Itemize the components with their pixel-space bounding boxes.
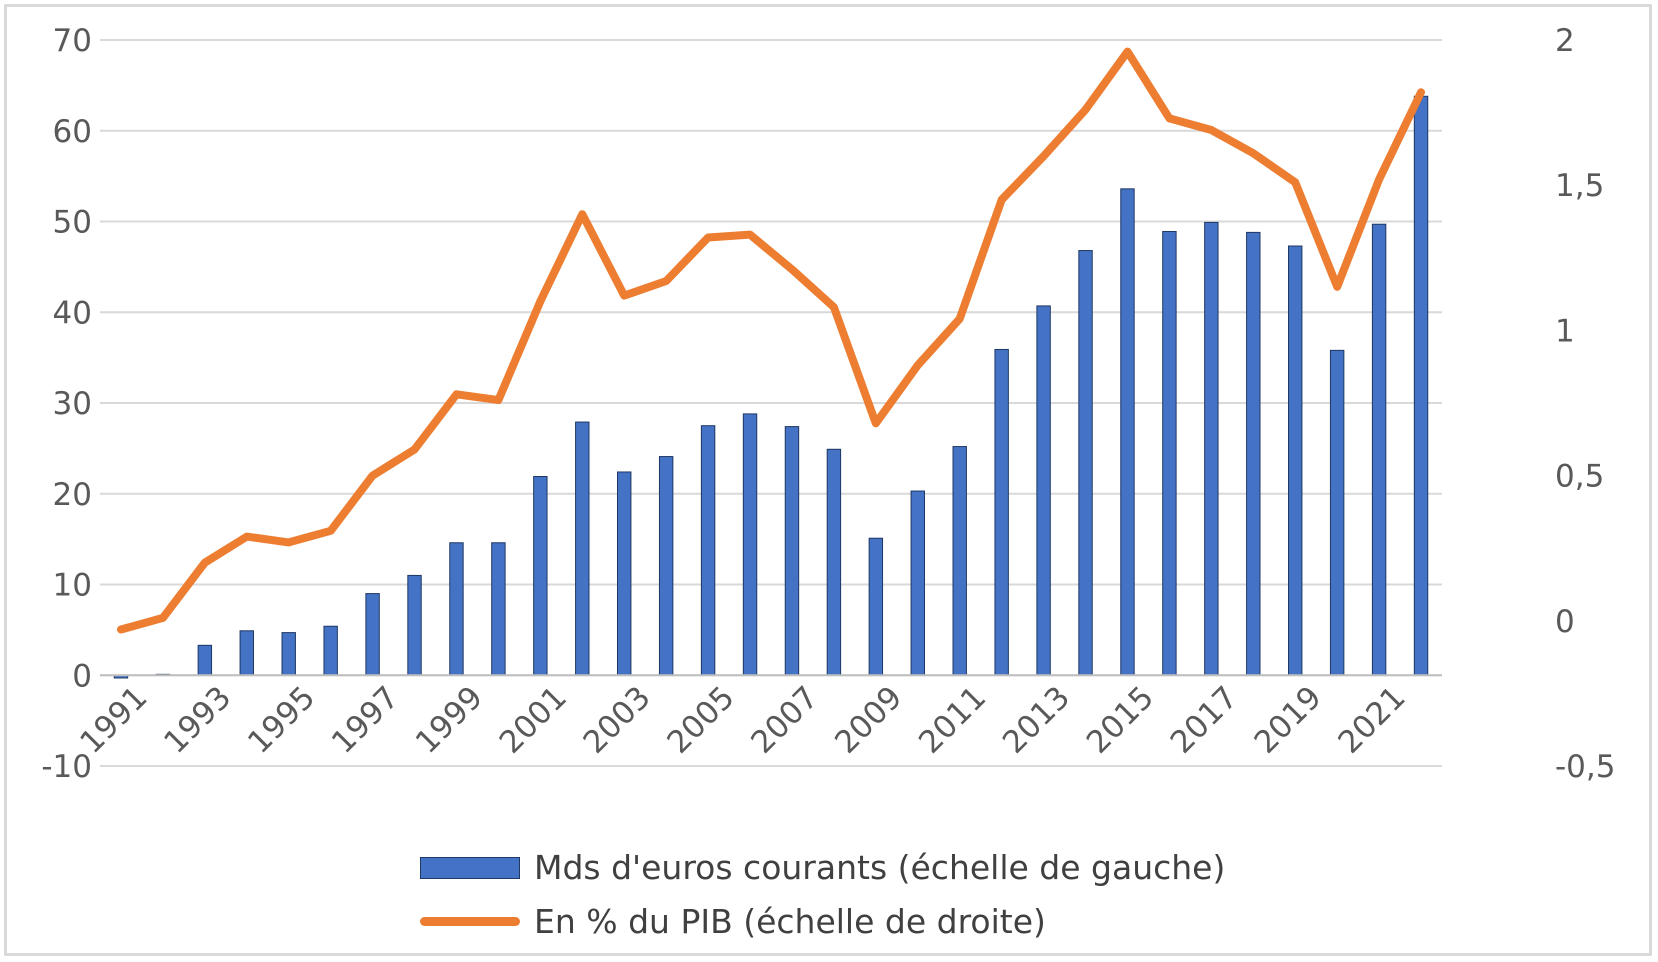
bar — [491, 542, 506, 676]
y-left-tick-label: -10 — [41, 749, 92, 785]
bar — [281, 632, 296, 676]
bar — [1371, 223, 1387, 676]
x-tick-label: 2019 — [1248, 680, 1329, 761]
x-tick-label: 1999 — [409, 680, 490, 761]
x-tick-label: 1993 — [157, 680, 238, 761]
bar — [1078, 250, 1093, 676]
bar — [868, 537, 884, 676]
bar — [742, 413, 758, 676]
x-tick-label: 2011 — [912, 680, 993, 761]
y-right-tick-label: 0 — [1555, 604, 1575, 640]
bar — [658, 456, 674, 676]
x-tick-label: 2015 — [1080, 680, 1161, 761]
x-tick-label: 2009 — [828, 680, 909, 761]
y-left-tick-label: 20 — [53, 477, 92, 513]
x-tick-label: 2001 — [493, 680, 574, 761]
bar — [994, 348, 1009, 676]
y-left-tick-label: 60 — [53, 114, 92, 150]
bar — [1288, 245, 1303, 676]
bar — [910, 490, 925, 676]
y-right-tick-label: 0,5 — [1555, 459, 1604, 495]
x-tick-label: 2017 — [1164, 680, 1245, 761]
y-right-tick-label: 1,5 — [1555, 168, 1604, 204]
bar — [197, 644, 213, 676]
bar — [952, 446, 967, 676]
bar — [365, 593, 380, 676]
bar — [826, 448, 842, 676]
bar — [575, 421, 590, 676]
y-left-tick-label: 30 — [53, 386, 92, 422]
x-tick-label: 2013 — [996, 680, 1077, 761]
y-left-tick-label: 40 — [53, 295, 92, 331]
y-left-tick-label: 0 — [72, 658, 92, 694]
bar — [533, 476, 548, 676]
y-left-tick-label: 70 — [53, 23, 92, 59]
x-tick-label: 2007 — [744, 680, 825, 761]
bar — [784, 426, 800, 676]
x-tick-label: 2021 — [1331, 680, 1412, 761]
x-tick-label: 2005 — [660, 680, 741, 761]
bar — [1162, 230, 1177, 676]
bar — [323, 625, 338, 676]
y-right-tick-label: 2 — [1555, 23, 1575, 59]
bar — [407, 574, 422, 676]
bar — [1036, 305, 1051, 676]
bar — [617, 471, 632, 676]
x-tick-label: 1995 — [241, 680, 322, 761]
bar — [1204, 221, 1219, 676]
x-tick-label: 1997 — [325, 680, 406, 761]
line-series-gdp — [117, 47, 1425, 634]
bar — [1329, 349, 1345, 676]
bar — [1246, 231, 1261, 676]
bar — [1413, 95, 1429, 676]
y-left-tick-label: 50 — [53, 205, 92, 241]
bar — [239, 630, 254, 676]
bar — [449, 542, 464, 676]
x-tick-label: 2003 — [577, 680, 658, 761]
y-right-tick-label: 1 — [1555, 313, 1575, 349]
bar — [700, 425, 716, 676]
y-left-tick-label: 10 — [53, 568, 92, 604]
bar — [1120, 188, 1135, 676]
y-right-tick-label: -0,5 — [1555, 749, 1616, 785]
